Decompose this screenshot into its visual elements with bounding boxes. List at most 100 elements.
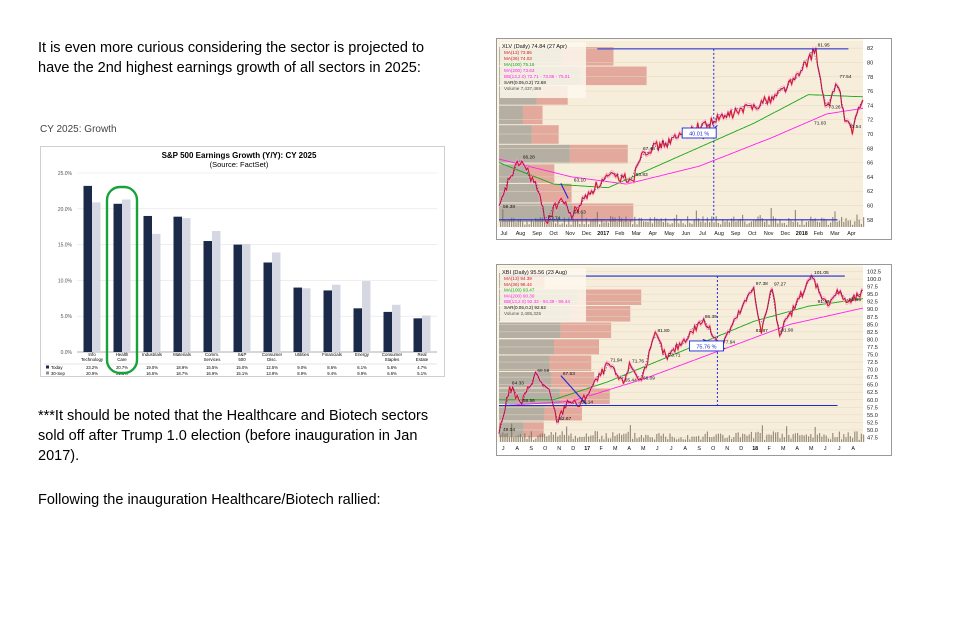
- price-label: 68.58: [537, 368, 549, 374]
- volume-bar: [561, 431, 563, 442]
- volume-bar: [627, 221, 629, 227]
- x-tick-label: M: [641, 446, 646, 452]
- volume-bar: [724, 438, 726, 442]
- x-tick-label: J: [502, 446, 505, 452]
- price-label: 58.14: [581, 399, 593, 405]
- volume-bar: [535, 217, 537, 227]
- volume-bar: [698, 218, 700, 227]
- y-tick-label: 65.0: [867, 383, 878, 389]
- vbp-bar: [499, 164, 530, 183]
- x-tick-label: Nov: [565, 231, 575, 237]
- vbp-bar: [572, 203, 634, 222]
- volume-bar: [799, 224, 801, 227]
- y-tick-label: 0.0%: [61, 350, 73, 356]
- x-tick-label: S&P: [238, 352, 247, 357]
- y-tick-label: 97.5: [867, 285, 878, 291]
- volume-bar: [504, 220, 506, 227]
- volume-bar: [717, 222, 719, 227]
- volume-bar: [548, 435, 550, 442]
- volume-bar: [592, 435, 594, 442]
- volume-bar: [515, 222, 517, 227]
- y-tick-label: 60: [867, 204, 873, 210]
- x-tick-label: A: [795, 446, 799, 452]
- bar-today: [83, 185, 92, 352]
- volume-bar: [502, 432, 504, 442]
- volume-bar: [836, 221, 838, 227]
- volume-bar: [711, 437, 713, 442]
- volume-bar: [856, 214, 858, 227]
- volume-bar: [528, 435, 530, 442]
- volume-bar: [819, 222, 821, 227]
- volume-bar: [517, 435, 519, 442]
- bar-today: [143, 215, 152, 352]
- volume-bar: [566, 224, 568, 227]
- volume-bar: [660, 218, 662, 227]
- volume-bar: [728, 222, 730, 227]
- y-tick-label: 64: [867, 175, 873, 181]
- data-label: 6.1%: [357, 365, 367, 370]
- x-tick-label: D: [739, 446, 743, 452]
- vbp-bar: [499, 405, 545, 421]
- volume-bar: [814, 218, 816, 227]
- data-label: 12.5%: [266, 365, 278, 370]
- volume-bar: [691, 223, 693, 227]
- volume-bar: [684, 224, 686, 227]
- volume-bar: [634, 432, 636, 442]
- volume-bar: [704, 222, 706, 227]
- x-tick-label: Mar: [632, 231, 641, 237]
- y-tick-label: 66: [867, 161, 873, 167]
- gain-annotation-box: [681, 127, 717, 139]
- gain-annotation-box: [689, 340, 724, 352]
- volume-bar: [530, 431, 532, 442]
- volume-bar: [544, 433, 546, 442]
- volume-bar: [764, 439, 766, 442]
- volume-bar: [636, 438, 638, 442]
- x-tick-label: Consumer: [262, 352, 283, 357]
- volume-bar: [755, 432, 757, 442]
- volume-bar: [601, 435, 603, 442]
- y-tick-label: 75.0: [867, 353, 878, 359]
- volume-bar: [801, 220, 803, 227]
- volume-bar: [724, 221, 726, 227]
- data-label: 4.7%: [417, 365, 427, 370]
- volume-bar: [508, 436, 510, 442]
- volume-bar: [808, 436, 810, 442]
- bar-30sep: [212, 230, 221, 352]
- x-tick-label: Technology: [81, 357, 104, 362]
- price-label: 97.38: [756, 281, 768, 287]
- price-label: 58.56: [523, 398, 535, 404]
- x-tick-label: Financials: [322, 352, 343, 357]
- volume-bar: [638, 217, 640, 227]
- volume-bar: [629, 220, 631, 227]
- volume-bar: [753, 438, 755, 442]
- x-tick-label: S: [697, 446, 701, 452]
- volume-bar: [623, 221, 625, 227]
- volume-bar: [693, 436, 695, 442]
- volume-bar: [750, 431, 752, 442]
- price-label: 81.90: [781, 328, 793, 334]
- volume-bar: [654, 439, 656, 442]
- volume-bar: [665, 218, 667, 227]
- volume-bar: [812, 437, 814, 442]
- x-tick-label: M: [809, 446, 814, 452]
- volume-bar: [546, 436, 548, 442]
- y-tick-label: 82: [867, 46, 873, 52]
- bar-30sep: [182, 218, 191, 352]
- volume-bar: [623, 433, 625, 442]
- bar-today: [113, 203, 122, 352]
- volume-bar: [739, 437, 741, 442]
- x-tick-label: 18: [752, 446, 758, 452]
- volume-bar: [555, 223, 557, 227]
- volume-bar: [517, 220, 519, 227]
- volume-bar: [858, 219, 860, 227]
- volume-bar: [559, 435, 561, 442]
- volume-bar: [794, 433, 796, 442]
- volume-bar: [522, 436, 524, 442]
- data-label: 23.2%: [86, 365, 98, 370]
- legend-bg: [500, 268, 586, 322]
- y-tick-label: 57.5: [867, 405, 878, 411]
- y-tick-label: 55.0: [867, 413, 878, 419]
- volume-bar: [662, 221, 664, 227]
- volume-bar: [849, 220, 851, 227]
- y-tick-label: 87.5: [867, 315, 878, 321]
